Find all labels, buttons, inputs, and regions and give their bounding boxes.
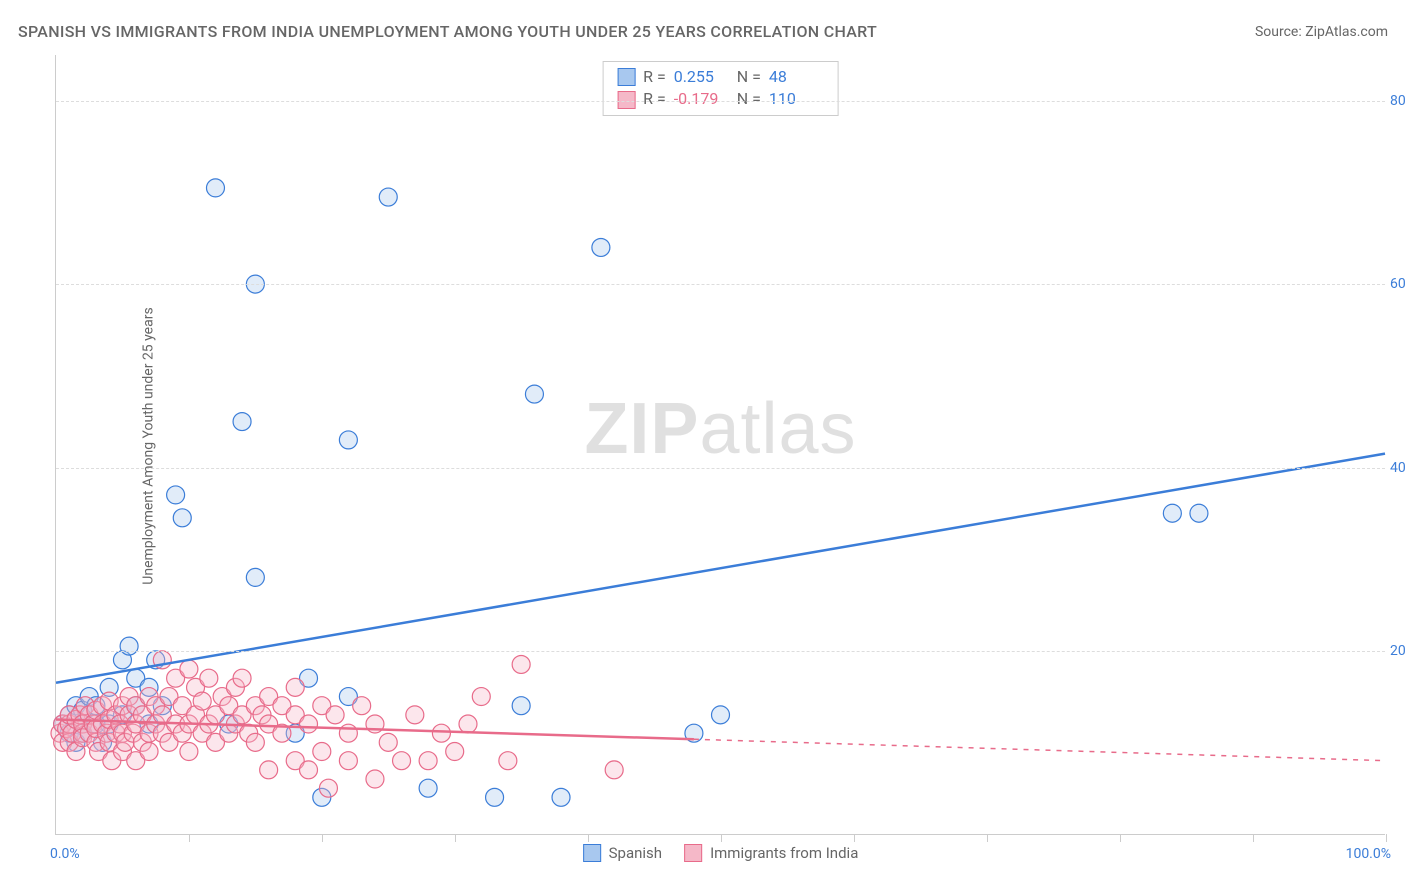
data-point bbox=[300, 715, 318, 733]
data-point bbox=[432, 724, 450, 742]
data-point bbox=[472, 688, 490, 706]
data-point bbox=[206, 179, 224, 197]
x-tick bbox=[189, 834, 190, 842]
data-point bbox=[1163, 504, 1181, 522]
x-tick bbox=[1386, 834, 1387, 842]
title-bar: SPANISH VS IMMIGRANTS FROM INDIA UNEMPLO… bbox=[18, 22, 1388, 41]
data-point bbox=[459, 715, 477, 733]
data-point bbox=[499, 752, 517, 770]
x-tick bbox=[322, 834, 323, 842]
data-point bbox=[180, 660, 198, 678]
data-point bbox=[313, 743, 331, 761]
gridline-h bbox=[56, 284, 1385, 285]
data-point bbox=[552, 788, 570, 806]
source-prefix: Source: bbox=[1255, 24, 1305, 40]
data-point bbox=[167, 486, 185, 504]
y-tick-label: 40.0% bbox=[1390, 460, 1406, 476]
x-tick bbox=[854, 834, 855, 842]
y-tick-label: 60.0% bbox=[1390, 276, 1406, 292]
data-point bbox=[339, 724, 357, 742]
stat-n-label: N = bbox=[737, 88, 761, 110]
x-tick bbox=[1253, 834, 1254, 842]
x-tick-label: 100.0% bbox=[1346, 846, 1391, 862]
data-point bbox=[393, 752, 411, 770]
chart-container: SPANISH VS IMMIGRANTS FROM INDIA UNEMPLO… bbox=[0, 0, 1406, 892]
x-tick bbox=[1120, 834, 1121, 842]
plot-svg bbox=[56, 55, 1385, 834]
data-point bbox=[379, 188, 397, 206]
data-point bbox=[366, 770, 384, 788]
gridline-h bbox=[56, 651, 1385, 652]
stat-r-label: R = bbox=[643, 88, 666, 110]
data-point bbox=[300, 761, 318, 779]
stats-legend-box: R = 0.255 N = 48 R = -0.179 N = 110 bbox=[602, 61, 839, 116]
data-point bbox=[193, 692, 211, 710]
legend-swatch-spanish bbox=[583, 844, 601, 862]
legend-label-india: Immigrants from India bbox=[710, 844, 858, 862]
data-point bbox=[446, 743, 464, 761]
data-point bbox=[592, 238, 610, 256]
legend-swatch-india bbox=[684, 844, 702, 862]
stat-n-india: 110 bbox=[769, 88, 824, 110]
data-point bbox=[353, 697, 371, 715]
gridline-h bbox=[56, 101, 1385, 102]
data-point bbox=[339, 431, 357, 449]
y-tick-label: 80.0% bbox=[1390, 93, 1406, 109]
data-point bbox=[605, 761, 623, 779]
stat-n-spanish: 48 bbox=[769, 66, 824, 88]
chart-title: SPANISH VS IMMIGRANTS FROM INDIA UNEMPLO… bbox=[18, 22, 877, 41]
trend-line-dashed bbox=[694, 739, 1385, 760]
stat-r-spanish: 0.255 bbox=[674, 66, 729, 88]
stat-n-label: N = bbox=[737, 66, 761, 88]
data-point bbox=[233, 413, 251, 431]
data-point bbox=[140, 743, 158, 761]
data-point bbox=[379, 733, 397, 751]
data-point bbox=[406, 706, 424, 724]
data-point bbox=[712, 706, 730, 724]
data-point bbox=[246, 733, 264, 751]
swatch-spanish bbox=[617, 68, 635, 86]
plot-area: ZIPatlas R = 0.255 N = 48 R = -0.179 N =… bbox=[55, 55, 1385, 835]
data-point bbox=[319, 779, 337, 797]
data-point bbox=[525, 385, 543, 403]
stat-r-label: R = bbox=[643, 66, 666, 88]
x-tick-label: 0.0% bbox=[50, 846, 80, 862]
data-point bbox=[286, 678, 304, 696]
legend-item-india: Immigrants from India bbox=[684, 844, 858, 862]
data-point bbox=[246, 568, 264, 586]
data-point bbox=[512, 655, 530, 673]
bottom-legend: Spanish Immigrants from India bbox=[583, 844, 859, 862]
source-link[interactable]: ZipAtlas.com bbox=[1305, 24, 1388, 40]
data-point bbox=[419, 752, 437, 770]
data-point bbox=[512, 697, 530, 715]
data-point bbox=[1190, 504, 1208, 522]
legend-label-spanish: Spanish bbox=[609, 844, 662, 862]
data-point bbox=[173, 509, 191, 527]
stats-row-spanish: R = 0.255 N = 48 bbox=[617, 66, 824, 88]
stat-r-india: -0.179 bbox=[674, 88, 729, 110]
x-tick bbox=[987, 834, 988, 842]
data-point bbox=[419, 779, 437, 797]
y-tick-label: 20.0% bbox=[1390, 643, 1406, 659]
data-point bbox=[233, 669, 251, 687]
data-point bbox=[180, 743, 198, 761]
data-point bbox=[486, 788, 504, 806]
swatch-india bbox=[617, 91, 635, 109]
data-point bbox=[326, 706, 344, 724]
source-attribution: Source: ZipAtlas.com bbox=[1255, 24, 1388, 40]
x-tick bbox=[455, 834, 456, 842]
stats-row-india: R = -0.179 N = 110 bbox=[617, 88, 824, 110]
x-tick bbox=[721, 834, 722, 842]
legend-item-spanish: Spanish bbox=[583, 844, 662, 862]
gridline-h bbox=[56, 468, 1385, 469]
data-point bbox=[339, 752, 357, 770]
data-point bbox=[200, 669, 218, 687]
x-tick bbox=[588, 834, 589, 842]
data-point bbox=[260, 761, 278, 779]
